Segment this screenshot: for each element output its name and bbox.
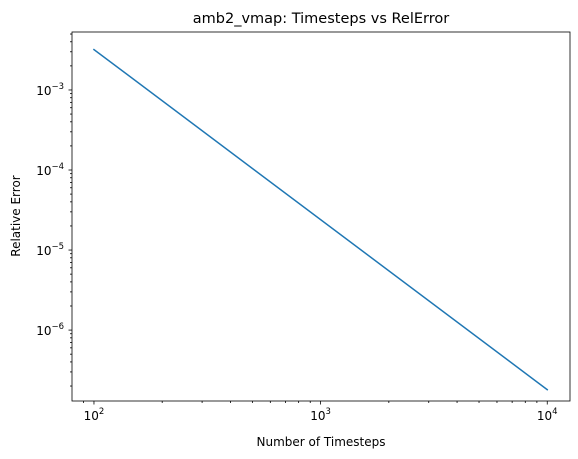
y-tick-label: 10−6 xyxy=(36,322,64,338)
x-tick-label: 104 xyxy=(537,407,558,423)
y-tick-label: 10−4 xyxy=(36,162,64,178)
chart-title: amb2_vmap: Timesteps vs RelError xyxy=(193,11,449,27)
axes-frame xyxy=(71,31,571,402)
series-line xyxy=(92,48,549,391)
x-tick-label: 102 xyxy=(84,407,105,423)
y-axis-label: Relative Error xyxy=(9,175,23,257)
y-tick-label: 10−5 xyxy=(36,242,64,258)
y-axis-ticks: 10−6 10−5 10−4 10−3 xyxy=(36,82,72,338)
x-axis-label: Number of Timesteps xyxy=(257,435,386,449)
plot-area xyxy=(92,48,549,391)
x-axis-ticks: 102 103 104 xyxy=(84,401,558,423)
y-tick-label: 10−3 xyxy=(36,82,64,98)
x-tick-label: 103 xyxy=(310,407,331,423)
